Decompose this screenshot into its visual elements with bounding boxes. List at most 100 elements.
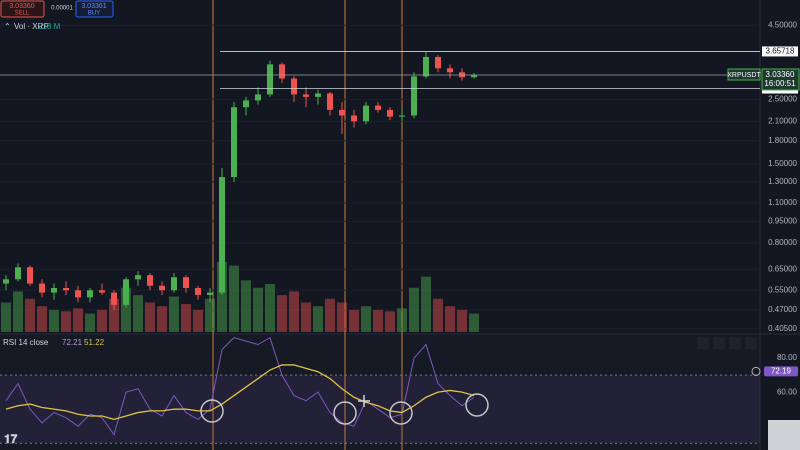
candle-body bbox=[3, 279, 9, 284]
candle-body bbox=[255, 94, 261, 101]
volume-bar bbox=[349, 309, 359, 332]
price-axis-label: 0.40500 bbox=[768, 324, 797, 333]
candle-body bbox=[27, 267, 33, 284]
volume-bar bbox=[277, 295, 287, 332]
logo: 𝟏𝟕 bbox=[4, 432, 18, 446]
price-axis-label: 1.10000 bbox=[768, 198, 797, 207]
volume-bar bbox=[361, 306, 371, 332]
sell-price: 3.03360 bbox=[9, 3, 34, 10]
volume-bar bbox=[433, 298, 443, 332]
volume-bar bbox=[169, 296, 179, 332]
volume-bar bbox=[445, 306, 455, 332]
move-up-button[interactable] bbox=[697, 337, 709, 349]
collapse-button[interactable] bbox=[729, 337, 741, 349]
plot-layer: 4.50000 2.50000 2.10000 1.80000 1.50000 1.300… bbox=[0, 20, 800, 444]
rsi-current-label: 72.19 bbox=[771, 367, 792, 376]
candle-body bbox=[231, 107, 237, 178]
rsi-axis-label: 60.00 bbox=[777, 387, 798, 396]
volume-bar bbox=[1, 302, 11, 332]
symbol-label: XRPUSDT bbox=[727, 72, 761, 79]
volume-bar bbox=[337, 302, 347, 332]
volume-bar bbox=[241, 280, 251, 332]
price-axis-label: 0.55000 bbox=[768, 285, 797, 294]
volume-bar bbox=[373, 309, 383, 332]
buy-label: BUY bbox=[88, 11, 100, 17]
rsi-legend-value: 51.22 bbox=[84, 338, 105, 347]
volume-bar bbox=[109, 298, 119, 332]
candle-body bbox=[171, 277, 177, 291]
candle-body bbox=[471, 75, 477, 78]
candle-body bbox=[327, 93, 333, 110]
volume-bar bbox=[181, 303, 191, 332]
price-line-tag bbox=[762, 46, 798, 57]
volume-bar bbox=[301, 302, 311, 332]
volume-bar bbox=[397, 308, 407, 332]
delete-button[interactable] bbox=[713, 337, 725, 349]
candle-body bbox=[15, 267, 21, 280]
volume-bar bbox=[121, 287, 131, 332]
price-axis-label: 0.47000 bbox=[768, 305, 797, 314]
rsi-band bbox=[0, 375, 760, 444]
candle-body bbox=[111, 292, 117, 305]
candle-body bbox=[279, 64, 285, 79]
candle-body bbox=[375, 105, 381, 110]
highlight-circle bbox=[389, 401, 413, 425]
volume-bar bbox=[193, 309, 203, 332]
buy-button[interactable] bbox=[75, 0, 114, 18]
sell-button[interactable] bbox=[0, 0, 45, 18]
candle-body bbox=[315, 93, 321, 97]
candle-body bbox=[39, 283, 45, 293]
volume-bar bbox=[217, 261, 227, 332]
volume-bar bbox=[73, 308, 83, 332]
price-axis-label: 2.10000 bbox=[768, 116, 797, 125]
rsi-current-tag bbox=[764, 366, 798, 377]
rsi-axis-label: 80.00 bbox=[777, 353, 798, 362]
highlight-circle bbox=[465, 393, 489, 417]
volume-bar bbox=[157, 306, 167, 332]
alert-button[interactable] bbox=[751, 366, 761, 376]
price-axis-label: 0.95000 bbox=[768, 216, 797, 225]
volume-bar bbox=[133, 295, 143, 332]
last-price-tag bbox=[761, 68, 800, 91]
candle-body bbox=[435, 56, 441, 69]
volume-bar bbox=[313, 306, 323, 332]
candle-body bbox=[195, 287, 201, 295]
volume-bar bbox=[205, 298, 215, 332]
candle-body bbox=[447, 68, 453, 73]
volume-legend-value: 218 M bbox=[38, 22, 61, 31]
spread: 0.00001 bbox=[51, 6, 73, 12]
volume-bar bbox=[25, 298, 35, 332]
volume-legend-label: Vol · XRP bbox=[14, 22, 49, 31]
candle-body bbox=[339, 109, 345, 116]
volume-bar bbox=[385, 311, 395, 332]
candle-body bbox=[159, 285, 165, 291]
candle-body bbox=[123, 279, 129, 305]
volume-bar bbox=[409, 287, 419, 332]
price-axis-label: 2.50000 bbox=[768, 95, 797, 104]
candle-body bbox=[291, 78, 297, 95]
crosshair-cursor bbox=[358, 395, 370, 407]
candle-body bbox=[207, 292, 213, 295]
volume-bar bbox=[265, 284, 275, 332]
volume-toggle[interactable]: ⌃ bbox=[4, 22, 11, 31]
price-axis-label: 0.80000 bbox=[768, 238, 797, 247]
volume-bar bbox=[229, 265, 239, 332]
price-line-label: 3.65718 bbox=[766, 47, 795, 56]
volume-bar bbox=[457, 309, 467, 332]
candle-body bbox=[411, 76, 417, 116]
highlight-circle bbox=[333, 401, 357, 425]
maximize-button[interactable] bbox=[745, 337, 757, 349]
symbol-tag bbox=[727, 68, 761, 81]
volume-bar bbox=[85, 313, 95, 332]
candle-body bbox=[363, 105, 369, 122]
candle-body bbox=[219, 177, 225, 293]
sell-label: SELL bbox=[15, 11, 30, 17]
rsi-title: RSI 14 close bbox=[3, 338, 49, 347]
volume-bar bbox=[145, 302, 155, 332]
candle-body bbox=[183, 277, 189, 288]
price-axis-label: 1.30000 bbox=[768, 177, 797, 186]
volume-bar bbox=[325, 298, 335, 332]
volume-bar bbox=[61, 311, 71, 332]
candle-body bbox=[423, 56, 429, 77]
